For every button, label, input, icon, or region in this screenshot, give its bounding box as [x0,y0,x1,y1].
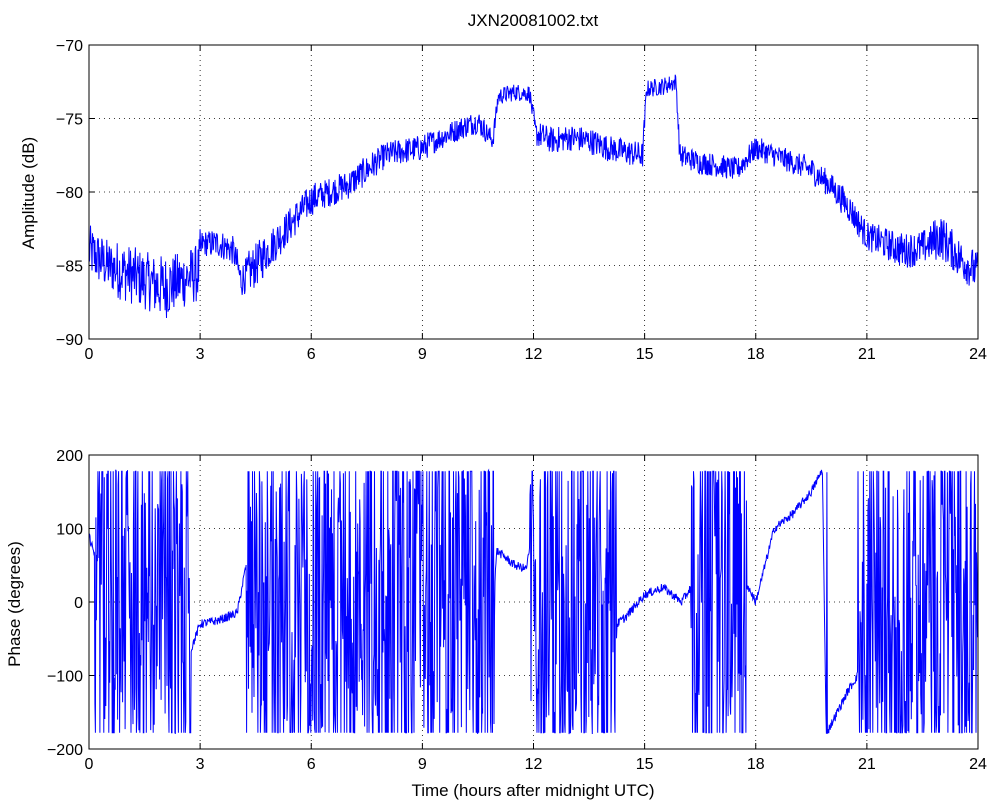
x-tick-label: 6 [307,346,316,363]
phase-plot: 0 3 6 9 12 15 18 21 24 −200 −100 0 100 200 [47,448,987,773]
x-tick-label: 0 [85,756,94,773]
y-tick-label: −100 [47,669,83,686]
x-tick-label: 3 [196,346,205,363]
y-tick-label: −200 [47,742,83,759]
x-tick-label: 12 [525,756,543,773]
phase-ylabel: Phase (degrees) [5,541,24,667]
axes-frame [88,454,979,750]
x-tick-label: 15 [636,756,654,773]
x-tick-label: 24 [969,346,987,363]
x-tick-label: 24 [969,756,987,773]
x-tick-label: 18 [747,346,765,363]
y-tick-label: −85 [56,259,83,276]
x-tick-label: 21 [858,756,876,773]
x-tick-label: 0 [85,346,94,363]
amplitude-title: JXN20081002.txt [468,11,599,30]
x-tick-label: 15 [636,346,654,363]
data-series-line [88,468,979,735]
y-tick-label: −90 [56,332,83,349]
phase-xlabel: Time (hours after midnight UTC) [411,781,654,800]
x-tick-label: 18 [747,756,765,773]
y-tick-label: −70 [56,38,83,55]
x-tick-label: 9 [418,756,427,773]
x-tick-label: 12 [525,346,543,363]
data-series-line [88,74,979,319]
x-tick-label: 3 [196,756,205,773]
x-tick-label: 6 [307,756,316,773]
amplitude-plot: 0 3 6 9 12 15 18 21 24 −90 −85 −80 −75 −70 [56,38,987,363]
amplitude-ylabel: Amplitude (dB) [19,137,38,249]
y-tick-label: 200 [56,448,83,465]
x-tick-label: 9 [418,346,427,363]
y-tick-label: −75 [56,112,83,129]
x-tick-label: 21 [858,346,876,363]
axes-frame [88,44,979,340]
y-tick-label: 100 [56,522,83,539]
y-tick-label: 0 [74,595,83,612]
y-tick-label: −80 [56,185,83,202]
